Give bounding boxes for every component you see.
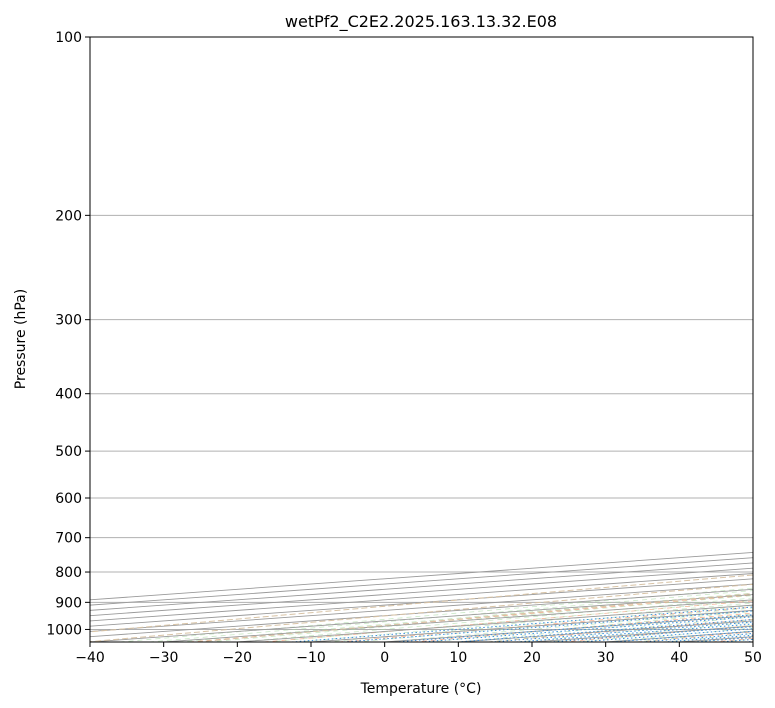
isotherm-line	[605, 631, 753, 642]
mixing-ratio-line	[744, 640, 753, 642]
isotherm-line	[237, 604, 753, 642]
moist-adiabat-line	[576, 624, 753, 642]
y-axis-label: Pressure (hPa)	[13, 289, 29, 389]
isotherm-line	[90, 573, 753, 622]
isotherm-line	[90, 583, 753, 632]
moist-adiabat-line	[296, 602, 753, 642]
isotherm-line	[310, 609, 753, 642]
dry-adiabat-line	[263, 600, 753, 642]
moist-adiabat-line	[325, 605, 753, 642]
isotherm-line	[679, 636, 753, 642]
isotherm-line	[531, 625, 753, 642]
moist-adiabat-line	[384, 610, 753, 642]
x-tick-label: 40	[670, 650, 688, 666]
dry-adiabat-line	[636, 631, 753, 642]
x-tick-label: 30	[597, 650, 615, 666]
y-tick-label: 900	[55, 595, 82, 611]
dry-adiabat-line	[562, 625, 753, 642]
moist-adiabat-line	[207, 595, 753, 642]
moist-adiabat-line	[266, 600, 753, 642]
reference-curve	[90, 583, 753, 642]
moist-adiabat-line	[178, 592, 753, 642]
isotherm-line	[752, 641, 753, 642]
x-tick-label: −20	[223, 650, 253, 666]
y-tick-label: 400	[55, 387, 82, 403]
moist-adiabat-line	[694, 635, 753, 642]
moist-adiabat-line	[355, 607, 753, 642]
x-tick-label: 50	[744, 650, 762, 666]
x-tick-label: −10	[296, 650, 326, 666]
dry-adiabat-line	[711, 637, 753, 642]
moist-adiabat-line	[546, 621, 753, 642]
x-tick-label: 0	[380, 650, 389, 666]
dry-adiabat-line	[412, 612, 753, 642]
isotherm-line	[90, 551, 753, 601]
isotherm-line	[90, 557, 753, 606]
y-tick-label: 300	[55, 313, 82, 329]
y-tick-label: 800	[55, 565, 82, 581]
y-tick-label: 200	[55, 208, 82, 224]
dry-adiabat-line	[188, 594, 753, 642]
isotherm-line	[90, 588, 753, 638]
dry-adiabat-line	[487, 618, 753, 642]
moist-adiabat-line	[458, 613, 753, 642]
chart-title: wetPf2_C2E2.2025.163.13.32.E08	[285, 12, 557, 32]
x-tick-label: −30	[149, 650, 179, 666]
isotherm-line	[90, 562, 753, 611]
y-tick-label: 600	[55, 491, 82, 507]
x-tick-label: 20	[523, 650, 541, 666]
isotherm-line	[384, 615, 753, 642]
isotherm-line	[90, 567, 753, 617]
dry-adiabat-line	[338, 606, 753, 642]
isotherm-line	[458, 620, 753, 642]
moist-adiabat-line	[119, 587, 753, 642]
x-tick-label: −40	[75, 650, 105, 666]
isotherm-line	[90, 594, 753, 642]
isotherm-line	[90, 578, 753, 627]
moist-adiabat-line	[605, 627, 753, 642]
moist-adiabat-line	[148, 590, 753, 642]
moist-adiabat-line	[635, 630, 753, 642]
x-tick-label: 10	[449, 650, 467, 666]
moist-adiabat-line	[664, 633, 753, 642]
y-tick-label: 500	[55, 444, 82, 460]
y-tick-label: 700	[55, 531, 82, 547]
plot-frame	[89, 36, 754, 643]
moist-adiabat-line	[517, 619, 753, 642]
reference-curve	[90, 574, 753, 633]
moist-adiabat-line	[487, 616, 753, 642]
x-axis-label: Temperature (°C)	[360, 681, 482, 697]
reference-curve	[196, 593, 753, 642]
moist-adiabat-line	[428, 610, 753, 642]
isotherm-line	[163, 599, 753, 642]
moist-adiabat-line	[237, 597, 753, 642]
y-tick-label: 100	[55, 30, 82, 46]
y-tick-label: 1000	[46, 622, 82, 638]
moist-adiabat-line	[723, 638, 753, 642]
mixing-ratio-line	[771, 441, 775, 642]
mixing-ratio-line	[663, 634, 753, 642]
mixing-ratio-line	[612, 630, 753, 642]
